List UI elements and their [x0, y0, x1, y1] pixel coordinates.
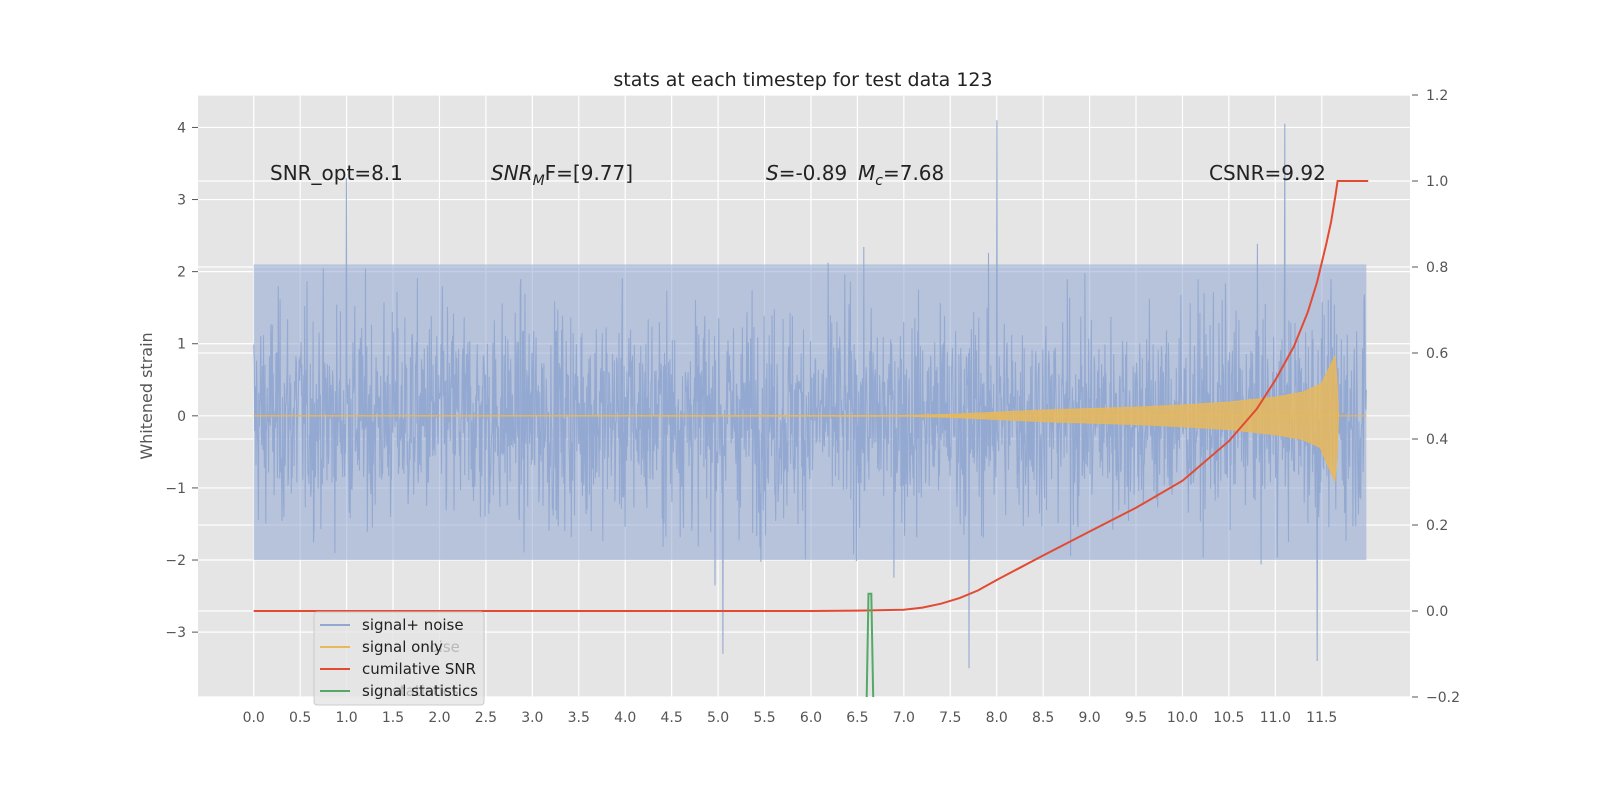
y-right-tick-label: 0.4 [1426, 432, 1448, 448]
x-tick-label: 0.5 [289, 710, 311, 726]
annotation-s-value: S=-0.89 [766, 161, 847, 185]
x-tick-label: 2.5 [475, 710, 497, 726]
y-tick-label: −1 [165, 481, 186, 497]
y-right-tick-label: 1.2 [1426, 88, 1448, 104]
y-right-tick-label: −0.2 [1426, 690, 1460, 706]
series-signal-only [253, 354, 1367, 482]
series-cumulative-snr [253, 180, 1369, 612]
x-tick-label: 2.0 [428, 710, 450, 726]
s-label: S [766, 161, 779, 185]
x-tick-label: 1.5 [382, 710, 404, 726]
legend-ghost-noise: noise [420, 638, 460, 656]
x-tick-label: 7.5 [939, 710, 961, 726]
x-tick-label: 9.5 [1125, 710, 1147, 726]
y-right-tick-label: 0.0 [1426, 604, 1448, 620]
y-right-tick-label: 1.0 [1426, 174, 1448, 190]
x-tick-label: 1.0 [335, 710, 357, 726]
x-tick-label: 10.0 [1167, 710, 1198, 726]
annotation-mc-value: Mc=7.68 [858, 161, 944, 189]
snr-mf-sub: M [533, 173, 545, 189]
y-tick-label: 4 [177, 120, 186, 136]
legend-label-cumulative-snr: cumilative SNR [362, 660, 476, 678]
annotation-csnr: CSNR=9.92 [1209, 161, 1326, 185]
x-tick-label: 3.0 [521, 710, 543, 726]
x-tick-label: 8.0 [986, 710, 1008, 726]
y-tick-label: −3 [165, 625, 186, 641]
mc-label: M [858, 161, 875, 185]
legend-label-signal-only: signal only [362, 638, 443, 656]
snr-mf-base: SNR [491, 161, 533, 185]
x-tick-label: 11.0 [1260, 710, 1291, 726]
annotation-snr-opt: SNR_opt=8.1 [270, 161, 403, 185]
axis-ticks: 0.0 0.5 1.0 1.5 2.0 2.5 3.0 3.5 4.0 4.5 5.0 5.5 6.0 6… [165, 88, 1460, 726]
y-tick-label: 0 [177, 409, 186, 425]
x-tick-label: 5.5 [753, 710, 775, 726]
x-tick-label: 8.5 [1032, 710, 1054, 726]
y-right-tick-label: 0.8 [1426, 260, 1448, 276]
chart-title: stats at each timestep for test data 123 [613, 69, 992, 91]
x-tick-label: 0.0 [243, 710, 265, 726]
y-right-tick-label: 0.6 [1426, 346, 1448, 362]
x-tick-label: 5.0 [707, 710, 729, 726]
x-tick-label: 3.5 [568, 710, 590, 726]
legend-ghost-statistics: statistics [392, 682, 459, 700]
y-tick-label: 3 [177, 193, 186, 209]
x-tick-label: 9.0 [1078, 710, 1100, 726]
s-value: =-0.89 [779, 161, 848, 185]
x-tick-label: 6.5 [846, 710, 868, 726]
x-tick-label: 4.5 [661, 710, 683, 726]
x-tick-label: 6.0 [800, 710, 822, 726]
legend: noise statistics signal+ noise signal on… [313, 611, 485, 706]
mc-value: =7.68 [883, 161, 944, 185]
x-tick-label: 7.0 [893, 710, 915, 726]
series-signal-statistics [865, 592, 875, 698]
y-tick-label: 1 [177, 337, 186, 353]
x-tick-label: 4.0 [614, 710, 636, 726]
mc-sub: c [875, 173, 883, 189]
y-axis-label: Whitened strain [137, 332, 156, 459]
y-right-tick-label: 0.2 [1426, 518, 1448, 534]
snr-mf-rest: F=[9.77] [545, 161, 633, 185]
y-tick-label: 2 [177, 265, 186, 281]
annotation-snr-mf: SNRMF=[9.77] [491, 161, 633, 189]
legend-label-signal-plus-noise: signal+ noise [362, 616, 464, 634]
signal-statistics-line [865, 592, 875, 698]
x-tick-label: 10.5 [1213, 710, 1244, 726]
legend-box [313, 611, 485, 706]
legend-label-signal-statistics: signal statistics [362, 682, 478, 700]
cumulative-snr-line [253, 180, 1369, 612]
x-tick-label: 11.5 [1306, 710, 1337, 726]
y-tick-label: −2 [165, 553, 186, 569]
